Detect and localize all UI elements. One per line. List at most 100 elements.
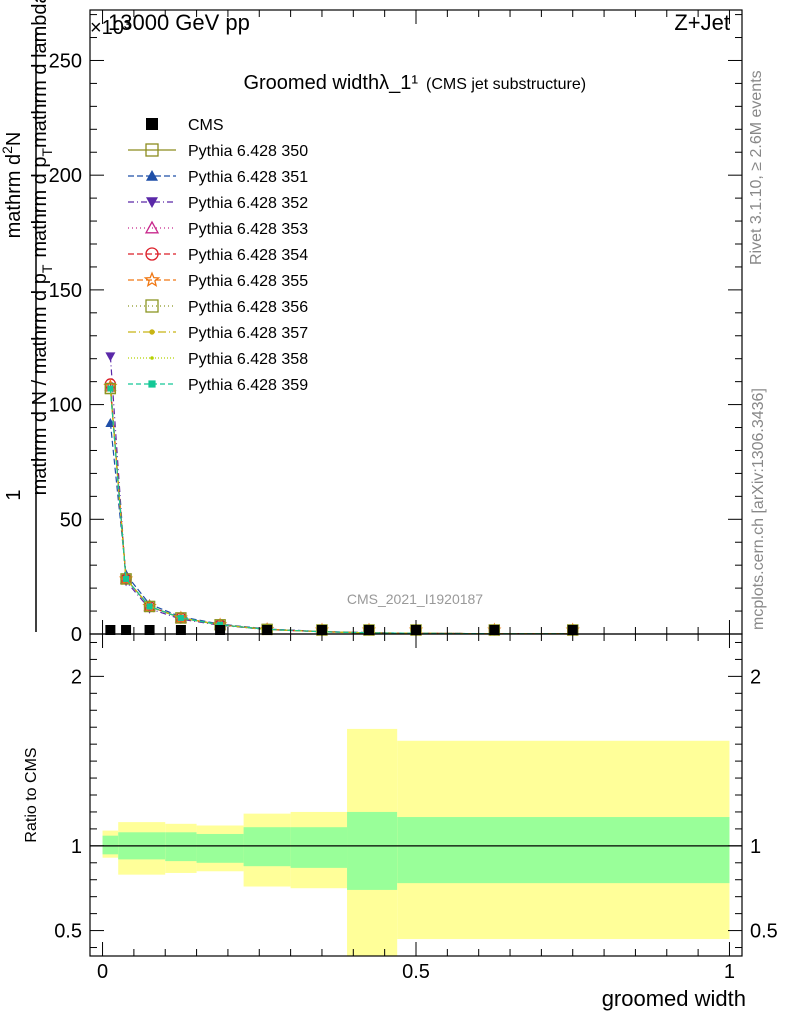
y-axis-label-num-rest: mathrm d lambda	[29, 0, 51, 148]
main-y-ticks: 0 50 100 150 200 250	[49, 14, 742, 646]
ratio-y-tick-label-right: 1	[750, 836, 761, 858]
x-tick-label: 0.5	[402, 961, 430, 983]
marker-square-small	[177, 614, 184, 621]
ratio-y-tick-label-right: 2	[750, 666, 761, 688]
legend-entry: Pythia 6.428 350	[128, 143, 308, 160]
ratio-band-inner	[102, 835, 119, 855]
x-tick-label: 1	[724, 961, 735, 983]
marker-square	[363, 625, 374, 635]
marker-square-open	[143, 600, 156, 613]
marker-square-open	[175, 612, 187, 624]
marker-square	[105, 625, 116, 635]
y-axis-label-num-sup: 2	[0, 146, 15, 154]
marker-square	[489, 625, 500, 635]
ratio-band-inner	[165, 832, 197, 862]
marker-square	[215, 625, 226, 635]
ratio-band-inner	[243, 827, 291, 867]
legend: CMS Pythia 6.428 350 Pythia 6.428 351 Pythi…	[128, 117, 308, 394]
rivet-label: Rivet 3.1.10, ≥ 2.6M events	[748, 70, 765, 265]
main-y-tick-label: 50	[60, 509, 82, 531]
ratio-y-tick-label-left: 2	[71, 666, 82, 688]
marker-square-open	[145, 299, 159, 313]
legend-label: Pythia 6.428 352	[188, 195, 308, 212]
x-tick-label: 0	[97, 961, 108, 983]
ratio-panel: 0.5 0.51 12 2 0 0.5 1 Ratio to CMS groomed wi…	[23, 10, 778, 1011]
ratio-y-tick-label-right: 0.5	[750, 921, 778, 943]
marker-triangle-up	[146, 170, 158, 181]
marker-square	[262, 625, 273, 635]
marker-square-small	[123, 575, 130, 582]
legend-entry: Pythia 6.428 357	[128, 325, 308, 342]
marker-square-small	[146, 603, 153, 610]
x-ticks: 0 0.5 1	[97, 10, 735, 983]
ratio-band-inner	[347, 811, 398, 890]
y-axis-label-one: 1	[3, 489, 25, 500]
ratio-y-axis-label: Ratio to CMS	[23, 747, 40, 842]
ratio-band-inner	[196, 833, 244, 863]
legend-label: Pythia 6.428 357	[188, 325, 308, 342]
main-y-tick-label: 0	[71, 624, 82, 646]
legend-label: CMS	[188, 117, 224, 134]
legend-label: Pythia 6.428 355	[188, 273, 308, 290]
y-axis-label-num-bottom: mathrm d p	[29, 157, 51, 258]
legend-entry: Pythia 6.428 356	[128, 299, 308, 316]
ratio-y-tick-label-left: 1	[71, 836, 82, 858]
main-title: Groomed widthλ_1¹	[243, 72, 418, 94]
legend-label: Pythia 6.428 353	[188, 221, 308, 238]
marker-dot-small	[150, 356, 154, 360]
marker-triangle-down	[146, 197, 158, 208]
legend-entry: Pythia 6.428 355	[128, 271, 308, 290]
main-y-tick-label: 100	[49, 395, 82, 417]
y-axis-label-den-text: mathrm d N / mathrm d p	[29, 273, 51, 495]
ratio-band-inner	[397, 817, 730, 884]
marker-triangle-down	[105, 352, 116, 362]
legend-label: Pythia 6.428 356	[188, 299, 308, 316]
legend-label: Pythia 6.428 354	[188, 247, 308, 264]
ratio-bands	[102, 728, 730, 956]
legend-entry: CMS	[146, 117, 224, 134]
y-axis-label-num-lower: mathrm d pTmathrm d lambda	[29, 0, 55, 258]
legend-entry: Pythia 6.428 354	[128, 247, 308, 264]
marker-square	[175, 625, 186, 635]
legend-entry: Pythia 6.428 359	[128, 377, 308, 394]
marker-dot	[149, 329, 155, 335]
y-axis-label-num-bottom-sub: T	[39, 148, 55, 157]
legend-entry: Pythia 6.428 351	[128, 169, 308, 186]
y-axis-label-numerator: mathrm d2N	[0, 132, 25, 239]
marker-square-small	[148, 380, 156, 388]
marker-square-small	[217, 621, 224, 628]
ratio-y-tick-label-left: 0.5	[54, 921, 82, 943]
legend-label: Pythia 6.428 359	[188, 377, 308, 394]
y-axis-label-den-sub: T	[39, 264, 55, 273]
marker-square	[121, 625, 132, 635]
marker-square	[144, 625, 155, 635]
axis-exponent: ×10³	[90, 17, 131, 39]
legend-entry: Pythia 6.428 352	[128, 195, 308, 212]
header-process: Z+Jet	[674, 10, 730, 35]
main-y-tick-label: 150	[49, 280, 82, 302]
main-panel: 0 50 100 150 200 250 Groomed widthλ_1¹ (CMS j…	[49, 9, 743, 646]
marker-triangle-up-open	[144, 220, 160, 234]
header-energy: 13000 GeV pp	[108, 10, 250, 35]
x-axis-label: groomed width	[602, 986, 746, 1011]
legend-entry: Pythia 6.428 353	[128, 220, 308, 238]
legend-entry: Pythia 6.428 358	[128, 351, 308, 368]
main-y-tick-label: 250	[49, 50, 82, 72]
legend-label: Pythia 6.428 350	[188, 143, 308, 160]
main-y-tick-label: 200	[49, 165, 82, 187]
marker-circle-open	[145, 247, 159, 261]
mcplots-label: mcplots.cern.ch [arXiv:1306.3436]	[750, 388, 767, 630]
marker-star-open	[143, 271, 161, 288]
marker-square-open	[145, 143, 159, 157]
y-axis-label: 1 mathrm d N / mathrm d pT mathrm d2N ma…	[0, 0, 55, 632]
marker-square	[146, 118, 158, 130]
ratio-band-inner	[290, 827, 348, 868]
legend-label: Pythia 6.428 351	[188, 169, 308, 186]
y-axis-label-num-n: N	[3, 132, 25, 146]
main-subtitle: (CMS jet substructure)	[426, 76, 586, 93]
y-axis-label-num-top: mathrm d	[3, 154, 25, 238]
y-axis-label-denominator: mathrm d N / mathrm d pT	[29, 264, 55, 495]
marker-square-small	[107, 385, 114, 392]
